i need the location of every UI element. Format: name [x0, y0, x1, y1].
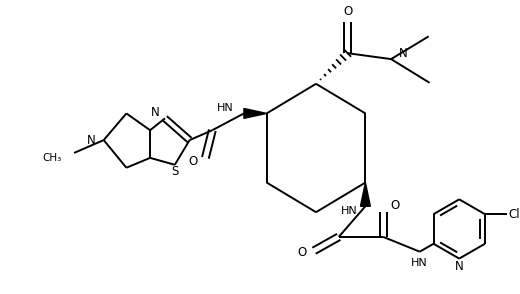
Text: N: N: [399, 47, 408, 60]
Text: HN: HN: [411, 258, 428, 268]
Text: CH₃: CH₃: [42, 153, 61, 163]
Polygon shape: [244, 108, 267, 118]
Text: N: N: [455, 260, 464, 273]
Text: N: N: [151, 106, 160, 119]
Text: HN: HN: [217, 103, 234, 113]
Text: O: O: [390, 199, 399, 212]
Text: O: O: [297, 246, 306, 259]
Polygon shape: [360, 183, 370, 206]
Text: Cl: Cl: [509, 208, 520, 221]
Text: HN: HN: [341, 206, 358, 216]
Text: O: O: [188, 155, 198, 168]
Text: N: N: [87, 133, 96, 147]
Text: O: O: [343, 5, 352, 18]
Text: S: S: [171, 165, 178, 178]
